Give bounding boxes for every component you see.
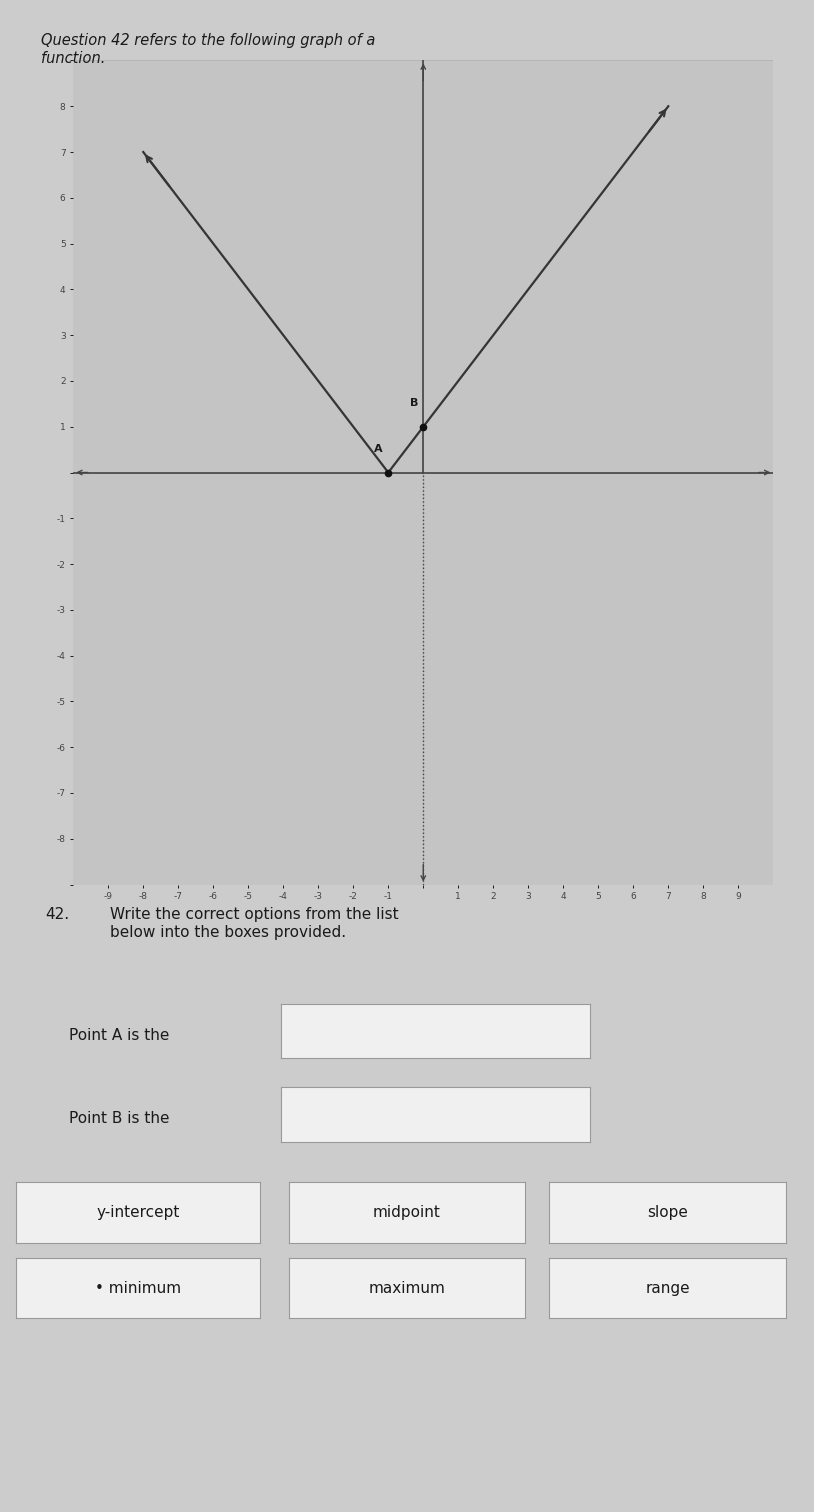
Text: Point B is the: Point B is the bbox=[69, 1111, 169, 1126]
Text: A: A bbox=[374, 445, 383, 454]
Text: B: B bbox=[409, 398, 418, 408]
Text: 42.: 42. bbox=[45, 907, 69, 922]
Text: midpoint: midpoint bbox=[373, 1205, 441, 1220]
Text: range: range bbox=[646, 1281, 689, 1296]
Text: Point A is the: Point A is the bbox=[69, 1028, 169, 1043]
Text: y-intercept: y-intercept bbox=[97, 1205, 180, 1220]
Text: slope: slope bbox=[647, 1205, 688, 1220]
Text: • minimum: • minimum bbox=[95, 1281, 182, 1296]
Text: Question 42 refers to the following graph of a
function.: Question 42 refers to the following grap… bbox=[41, 33, 375, 65]
Text: maximum: maximum bbox=[369, 1281, 445, 1296]
Text: Write the correct options from the list
below into the boxes provided.: Write the correct options from the list … bbox=[110, 907, 399, 939]
